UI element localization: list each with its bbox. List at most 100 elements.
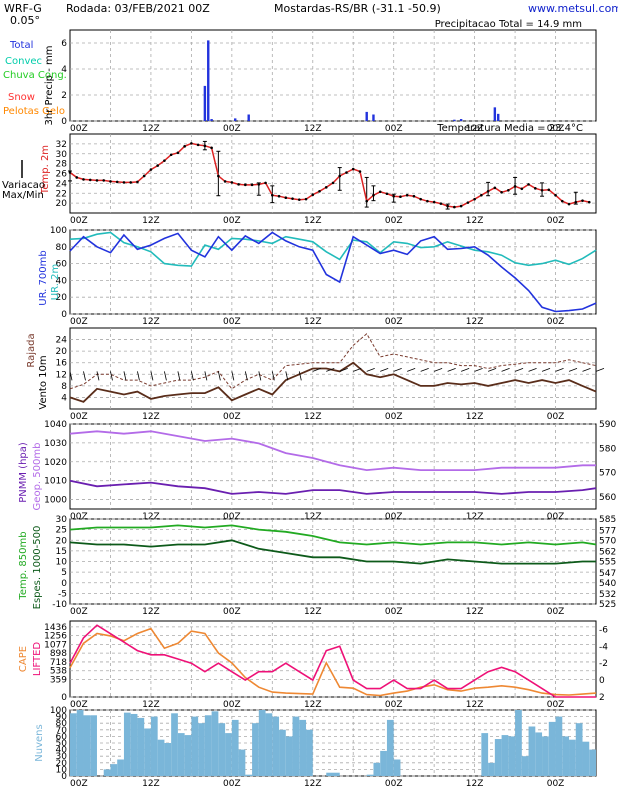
x-tick-label: 00Z xyxy=(547,124,565,134)
x-tick-label: 00Z xyxy=(223,412,241,422)
x-tick-label: 12Z xyxy=(304,216,322,226)
cloud-bar xyxy=(582,741,590,776)
y-tick-label: 6 xyxy=(61,39,67,49)
cloud-bar xyxy=(575,723,583,776)
y-tick-label: 4 xyxy=(61,65,67,75)
temp-point xyxy=(412,194,416,198)
y-tick-label-right: 0 xyxy=(599,676,605,686)
temp-point xyxy=(210,146,213,150)
lifted-y-label: LIFTED xyxy=(32,642,43,677)
temp-point xyxy=(291,197,294,200)
pnmm-line xyxy=(69,479,597,495)
temp-point xyxy=(365,199,369,203)
cloud-bar xyxy=(481,733,489,776)
x-tick-label: 00Z xyxy=(385,512,403,522)
website-link[interactable]: www.metsul.com xyxy=(528,2,618,15)
temp-point xyxy=(473,197,476,201)
temp-point xyxy=(163,159,166,162)
x-tick-label: 00Z xyxy=(70,607,88,617)
x-tick-label: 00Z xyxy=(223,512,241,522)
cloud-bar xyxy=(123,712,131,776)
temp-point xyxy=(513,185,517,188)
temp-mean-title: Temperatura Media = 23.4°C xyxy=(436,123,583,134)
y-tick-label-right: 590 xyxy=(599,420,616,430)
x-tick-label: 12Z xyxy=(304,512,322,522)
cloud-bar xyxy=(292,716,300,776)
y-tick-label: 40 xyxy=(56,276,68,286)
x-tick-label: 12Z xyxy=(304,779,322,789)
temp-point xyxy=(102,179,106,182)
temp-point xyxy=(405,193,409,197)
x-tick-label: 12Z xyxy=(142,216,160,226)
temp-point xyxy=(318,189,321,193)
x-tick-label: 00Z xyxy=(223,216,241,226)
legend-snow: Snow xyxy=(8,92,35,103)
temp-point xyxy=(527,183,530,186)
wind-arrow xyxy=(110,371,113,381)
x-tick-label: 00Z xyxy=(385,317,403,327)
y-tick-label: 20 xyxy=(56,347,68,357)
temp-point xyxy=(493,186,497,190)
wind-arrow xyxy=(568,368,578,372)
temp-point xyxy=(190,142,193,145)
y-tick-label: 0 xyxy=(61,579,67,589)
temp-point xyxy=(351,167,355,171)
y-tick-label: 22 xyxy=(56,189,67,199)
wind-arrow xyxy=(177,371,181,381)
x-tick-label: 00Z xyxy=(547,317,565,327)
y-tick-label-right: 540 xyxy=(599,579,616,589)
wind-arrow xyxy=(380,368,389,372)
y-tick-label-right: 525 xyxy=(599,600,616,610)
cape-line xyxy=(69,627,597,697)
temp-point xyxy=(68,171,72,174)
x-tick-label: 00Z xyxy=(70,124,88,134)
temp-point xyxy=(439,202,443,205)
cloud-bar xyxy=(285,736,293,776)
wind-arrow xyxy=(83,371,86,381)
gust-line xyxy=(69,333,597,390)
temp-point xyxy=(277,194,281,198)
grid-resolution: 0.05° xyxy=(10,14,40,27)
x-tick-label: 12Z xyxy=(304,412,322,422)
precip-bar xyxy=(247,114,250,121)
precip-bar xyxy=(459,119,463,121)
y-tick-label-right: 580 xyxy=(599,444,616,454)
cloud-bar xyxy=(589,749,596,776)
wind-line xyxy=(69,361,597,403)
x-tick-label: 00Z xyxy=(385,216,403,226)
wind-arrow xyxy=(231,371,235,381)
wind-arrow xyxy=(555,368,564,372)
y-tick-label: 0 xyxy=(61,693,67,703)
cloud-bar xyxy=(555,716,563,776)
variation-label: Max/Min xyxy=(2,190,44,201)
temp-point xyxy=(311,193,315,197)
x-tick-label: 12Z xyxy=(142,317,160,327)
temp-point xyxy=(95,179,99,182)
temp-point xyxy=(399,195,402,199)
cloud-bar xyxy=(501,735,509,776)
x-tick-label: 12Z xyxy=(142,512,160,522)
cloud-bar xyxy=(90,715,97,776)
x-tick-label: 00Z xyxy=(385,412,403,422)
temp-point xyxy=(129,181,132,184)
cloud-bar xyxy=(521,756,529,776)
temp-point xyxy=(378,190,382,194)
temp-point xyxy=(88,178,92,182)
y-tick-label: 24 xyxy=(56,179,68,189)
y-tick-label-right: -4 xyxy=(599,642,608,652)
precip-bar xyxy=(234,118,237,121)
ur2m-y-label: UR. 2m xyxy=(50,264,61,300)
temp-point xyxy=(466,201,470,204)
cloud-bar xyxy=(177,733,185,776)
wind-arrow xyxy=(123,371,127,381)
temp-point xyxy=(142,174,146,178)
temp-point xyxy=(567,202,571,206)
y-tick-label: 1040 xyxy=(44,420,67,430)
temp-point xyxy=(419,197,422,201)
temp-point xyxy=(264,181,267,185)
wind-arrow xyxy=(69,371,73,381)
cloud-bar xyxy=(494,739,502,776)
cloud-bar xyxy=(373,762,381,776)
wind-arrow xyxy=(258,371,262,381)
